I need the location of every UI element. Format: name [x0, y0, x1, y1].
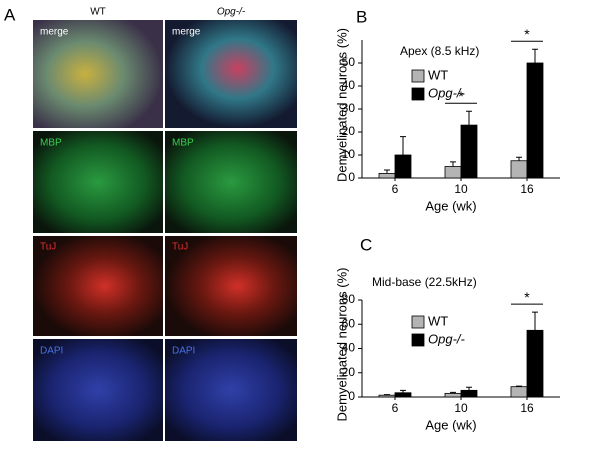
x-tick-label: 16: [520, 182, 534, 196]
bar: [444, 166, 462, 179]
bar: [394, 154, 412, 179]
micrograph: [165, 131, 297, 233]
bar: [510, 160, 528, 179]
error-bar: [466, 110, 472, 126]
y-tick-label: 10: [342, 147, 356, 161]
y-tick-label: 0: [348, 389, 355, 403]
y-axis-label: Demyelinated neurons (%): [334, 28, 349, 182]
chart-title: Mid-base (22.5kHz): [372, 275, 477, 289]
error-bar: [400, 389, 406, 393]
legend-label: Opg-/-: [428, 85, 466, 100]
row-label: MBP: [172, 138, 194, 149]
micrograph: [33, 131, 163, 233]
y-tick-label: 30: [342, 101, 356, 115]
chart-title: Apex (8.5 kHz): [400, 44, 479, 58]
micrograph: [165, 236, 297, 336]
row-label: DAPI: [172, 346, 195, 357]
bar: [526, 329, 544, 398]
legend-swatch: [411, 315, 425, 329]
significance-mark: *: [524, 289, 530, 305]
x-tick-label: 16: [520, 401, 534, 415]
x-tick-label: 10: [454, 401, 468, 415]
legend-swatch: [411, 87, 425, 101]
error-bar: [516, 385, 522, 387]
error-bar: [532, 311, 538, 331]
error-bar: [400, 136, 406, 155]
y-tick-label: 0: [348, 170, 355, 184]
bar: [444, 392, 462, 398]
error-bar: [450, 161, 456, 167]
row-label: TuJ: [172, 242, 188, 253]
panel-label: B: [356, 7, 367, 26]
micrograph-grid: [33, 20, 297, 441]
row-label: TuJ: [40, 242, 56, 253]
bar: [378, 172, 396, 179]
y-axis-label: Demyelinated neurons (%): [334, 268, 349, 422]
column-label: Opg-/-: [217, 7, 246, 18]
x-axis-label: Age (wk): [425, 198, 476, 213]
error-bar: [450, 391, 456, 394]
error-bar: [466, 386, 472, 391]
micrograph: [33, 339, 163, 441]
error-bar: [532, 48, 538, 63]
row-label: DAPI: [40, 346, 63, 357]
error-bar: [516, 156, 522, 161]
column-label: WT: [90, 7, 106, 18]
micrograph: [33, 20, 163, 128]
row-label: merge: [40, 27, 69, 38]
x-tick-label: 6: [392, 182, 399, 196]
bar: [510, 386, 528, 398]
bar: [394, 392, 412, 398]
row-label: merge: [172, 27, 201, 38]
row-label: MBP: [40, 138, 62, 149]
panel-label: A: [4, 5, 16, 24]
y-tick-label: 80: [342, 292, 356, 306]
legend-swatch: [411, 333, 425, 347]
legend-label: Opg-/-: [428, 331, 466, 346]
panel-label: C: [360, 235, 372, 254]
legend-label: WT: [428, 313, 448, 328]
x-tick-label: 10: [454, 182, 468, 196]
y-tick-label: 20: [342, 365, 356, 379]
y-tick-label: 50: [342, 55, 356, 69]
significance-mark: *: [524, 26, 530, 42]
bar: [378, 394, 396, 398]
bar: [460, 389, 478, 398]
y-tick-label: 40: [342, 78, 356, 92]
y-tick-label: 60: [342, 316, 356, 330]
micrograph: [165, 339, 297, 441]
legend-label: WT: [428, 67, 448, 82]
significance-mark: *: [458, 88, 464, 104]
legend-swatch: [411, 69, 425, 83]
micrograph: [165, 20, 297, 128]
micrograph: [33, 236, 163, 336]
error-bar: [384, 394, 390, 396]
error-bar: [384, 169, 390, 174]
y-tick-label: 20: [342, 124, 356, 138]
bar: [526, 62, 544, 179]
x-tick-label: 6: [392, 401, 399, 415]
y-tick-label: 40: [342, 341, 356, 355]
x-axis-label: Age (wk): [425, 417, 476, 432]
bar: [460, 124, 478, 179]
